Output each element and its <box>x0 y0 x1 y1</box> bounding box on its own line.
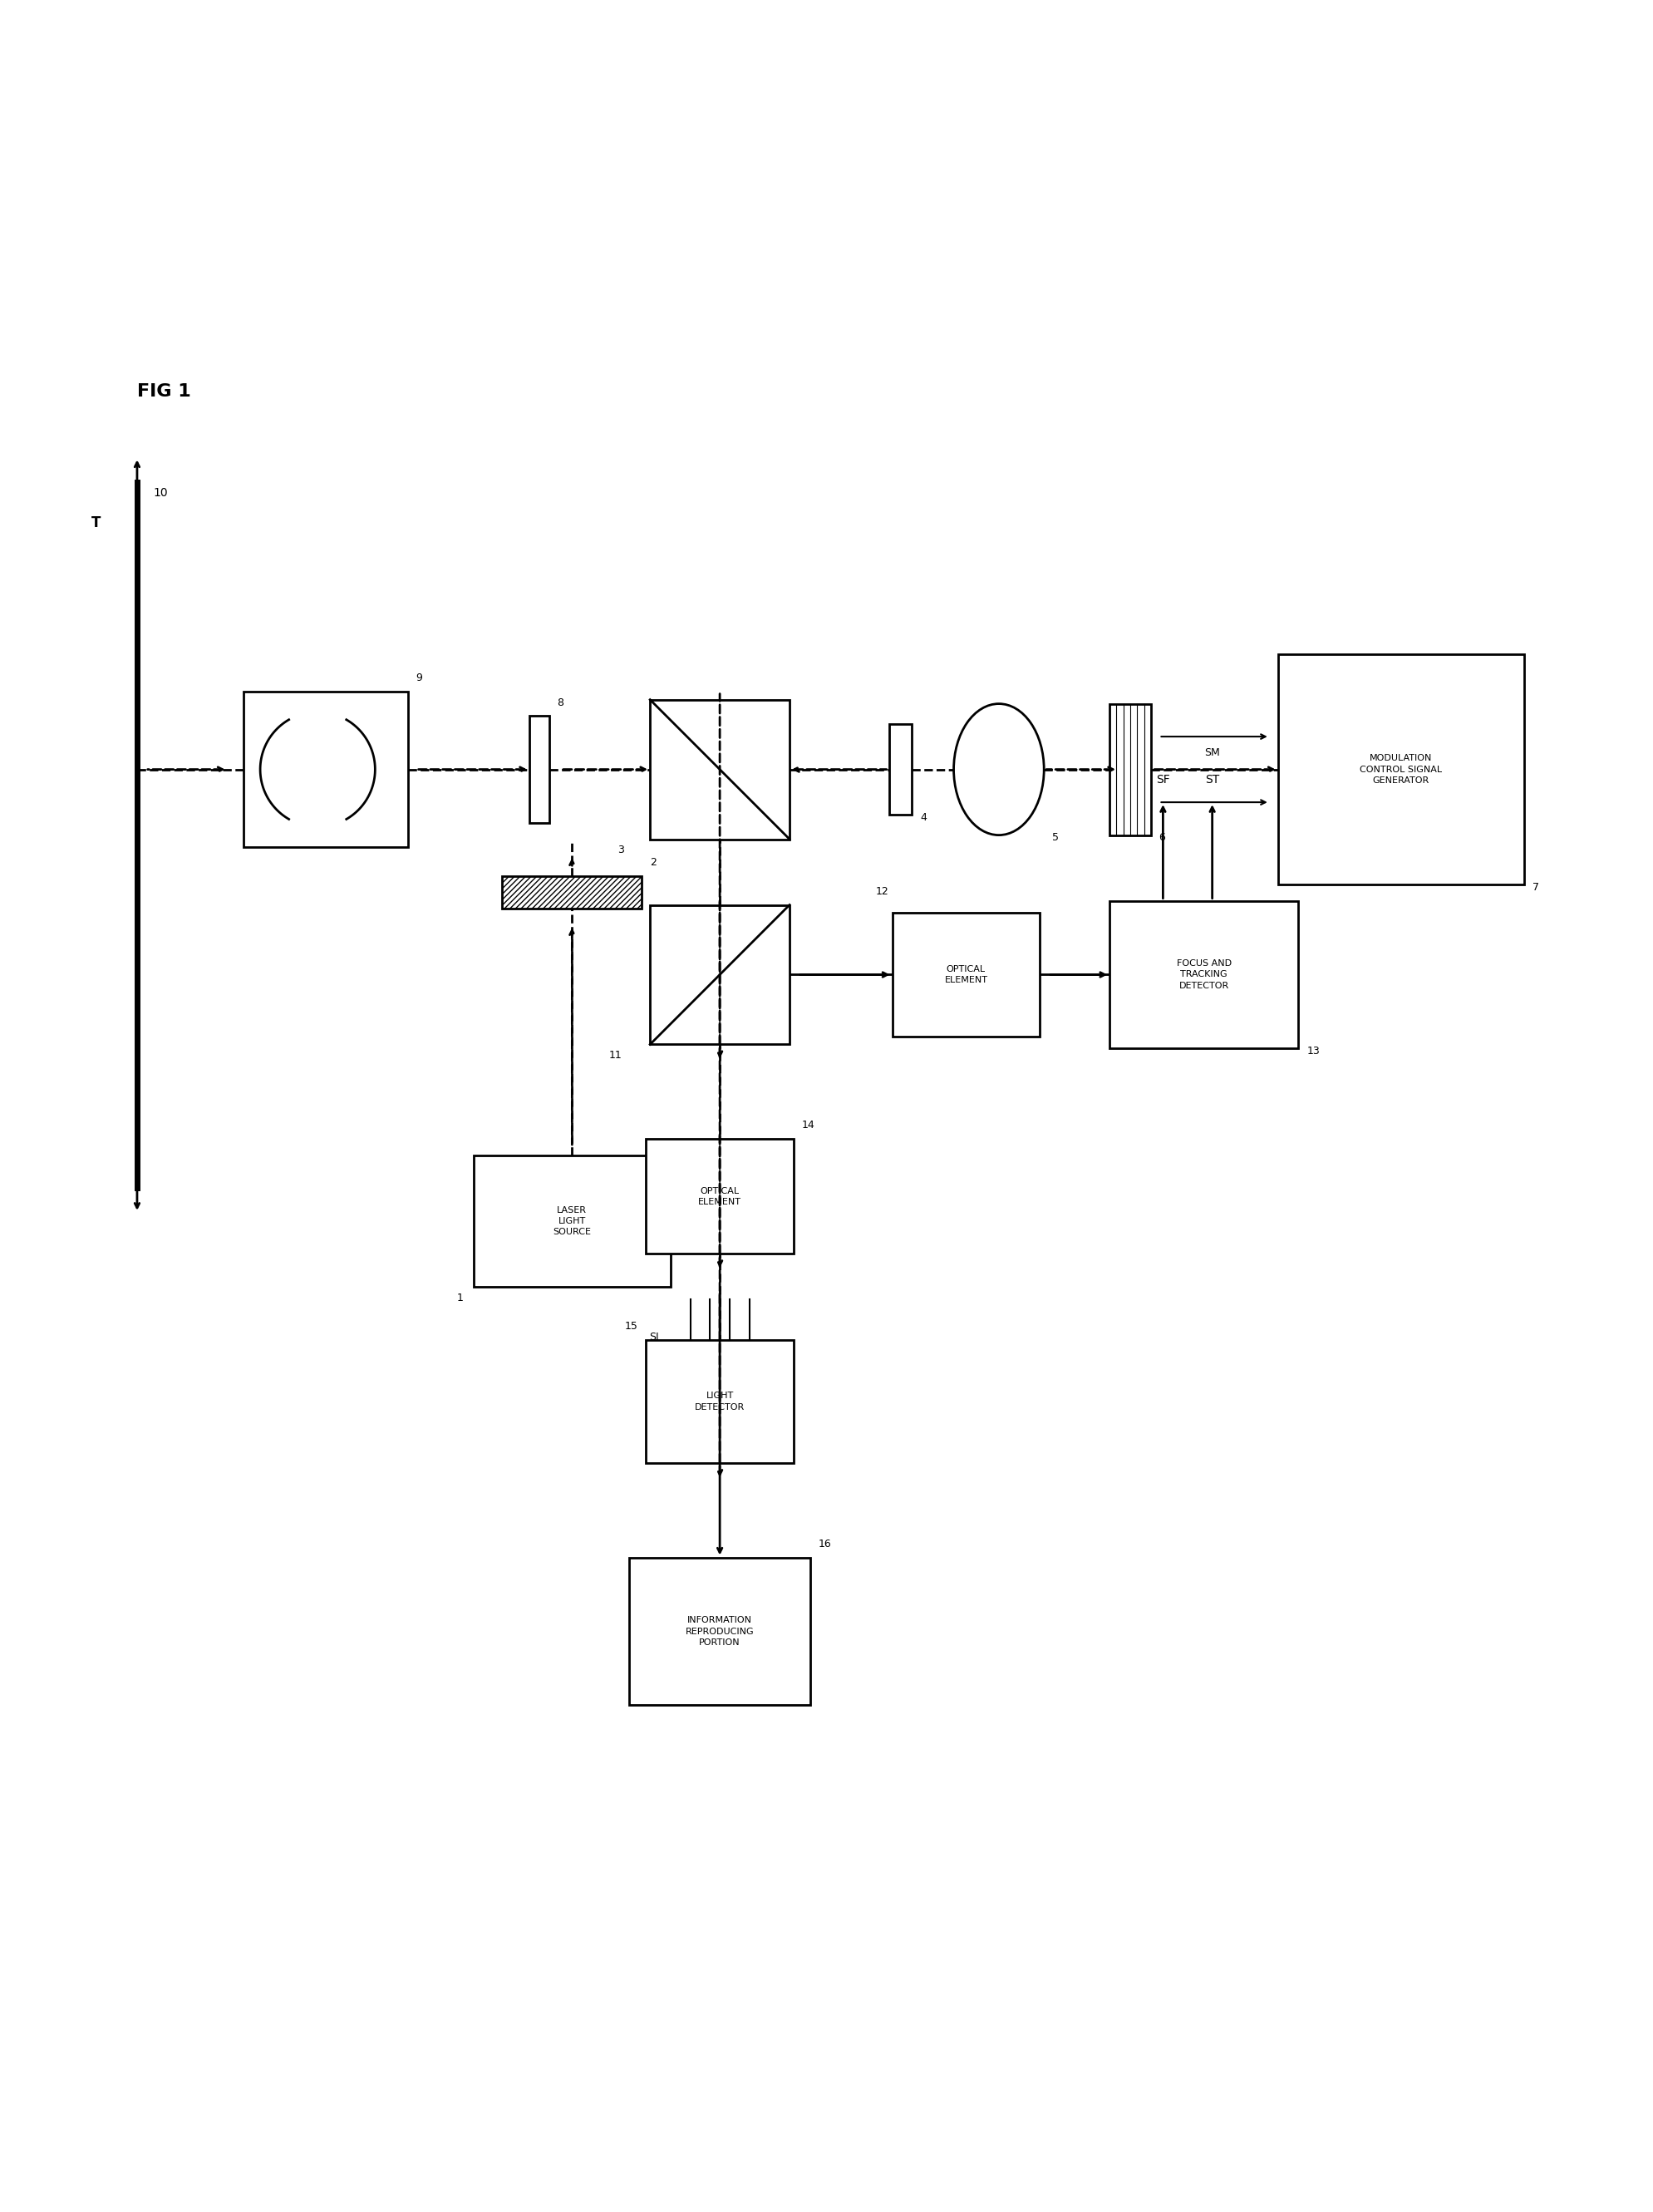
Text: OPTICAL
ELEMENT: OPTICAL ELEMENT <box>944 964 987 984</box>
Text: MODULATION
CONTROL SIGNAL
GENERATOR: MODULATION CONTROL SIGNAL GENERATOR <box>1360 754 1441 785</box>
Text: 10: 10 <box>154 487 169 498</box>
Text: 14: 14 <box>802 1119 815 1130</box>
Text: T: T <box>91 515 101 531</box>
Bar <box>1278 655 1524 885</box>
Text: 8: 8 <box>557 697 564 708</box>
Text: 5: 5 <box>1053 832 1060 843</box>
Text: 13: 13 <box>1306 1046 1319 1057</box>
Bar <box>650 905 790 1044</box>
Text: INFORMATION
REPRODUCING
PORTION: INFORMATION REPRODUCING PORTION <box>686 1617 754 1646</box>
Text: ST: ST <box>1205 774 1220 785</box>
Ellipse shape <box>954 703 1045 836</box>
Text: SI: SI <box>650 1332 660 1343</box>
Text: LIGHT
DETECTOR: LIGHT DETECTOR <box>694 1391 746 1411</box>
Bar <box>1109 703 1150 836</box>
Bar <box>1109 900 1298 1048</box>
Text: LASER
LIGHT
SOURCE: LASER LIGHT SOURCE <box>554 1206 592 1237</box>
Bar <box>893 914 1040 1035</box>
Bar <box>646 1139 793 1254</box>
Text: 3: 3 <box>617 845 623 856</box>
Text: 4: 4 <box>921 812 927 823</box>
Text: 15: 15 <box>625 1321 638 1332</box>
Text: 9: 9 <box>417 672 423 684</box>
Text: 2: 2 <box>650 856 656 867</box>
Text: SM: SM <box>1205 748 1220 759</box>
Text: 1: 1 <box>458 1292 464 1303</box>
Bar <box>630 1557 810 1705</box>
Bar <box>889 723 912 814</box>
Bar <box>474 1155 671 1287</box>
Text: 16: 16 <box>818 1540 831 1548</box>
Bar <box>646 1340 793 1462</box>
Bar <box>529 717 549 823</box>
Bar <box>503 876 641 909</box>
Text: 11: 11 <box>608 1051 622 1062</box>
Text: 7: 7 <box>1532 883 1539 894</box>
Text: FOCUS AND
TRACKING
DETECTOR: FOCUS AND TRACKING DETECTOR <box>1177 960 1231 989</box>
Bar <box>243 692 408 847</box>
Text: 12: 12 <box>876 885 889 896</box>
Text: 6: 6 <box>1159 832 1165 843</box>
Text: OPTICAL
ELEMENT: OPTICAL ELEMENT <box>698 1186 742 1206</box>
Text: FIG 1: FIG 1 <box>137 383 190 400</box>
Bar <box>650 699 790 838</box>
Text: SF: SF <box>1155 774 1170 785</box>
